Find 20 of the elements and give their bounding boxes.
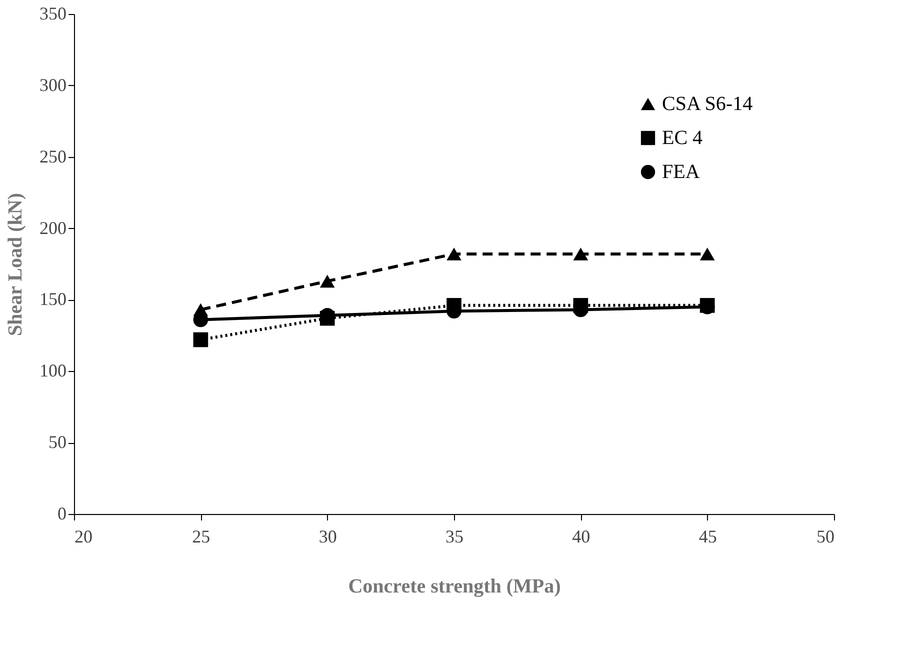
y-tick-label: 300 (40, 74, 66, 95)
legend-label: CSA S6-14 (662, 93, 753, 115)
x-tick-label: 25 (192, 526, 210, 546)
x-tick-label: 45 (698, 526, 717, 546)
y-tick-label: 100 (40, 360, 66, 381)
y-tick-label: 250 (40, 146, 66, 166)
x-tick-label: 50 (816, 526, 834, 546)
y-tick-label: 50 (48, 432, 66, 452)
x-tick-label: 20 (74, 526, 92, 546)
y-tick-label: 200 (40, 218, 66, 238)
x-tick-label: 40 (572, 526, 590, 546)
y-tick-label: 0 (58, 504, 66, 524)
y-axis-title: Shear Load (kN) (4, 193, 26, 336)
x-tick-label: 35 (446, 526, 464, 546)
legend-label: FEA (662, 161, 700, 183)
x-axis-title: Concrete strength (MPa) (348, 576, 561, 598)
x-tick-label: 30 (318, 526, 337, 546)
y-tick-label: 150 (40, 289, 66, 310)
y-tick-label: 350 (40, 4, 66, 24)
legend-label: EC 4 (662, 127, 703, 149)
